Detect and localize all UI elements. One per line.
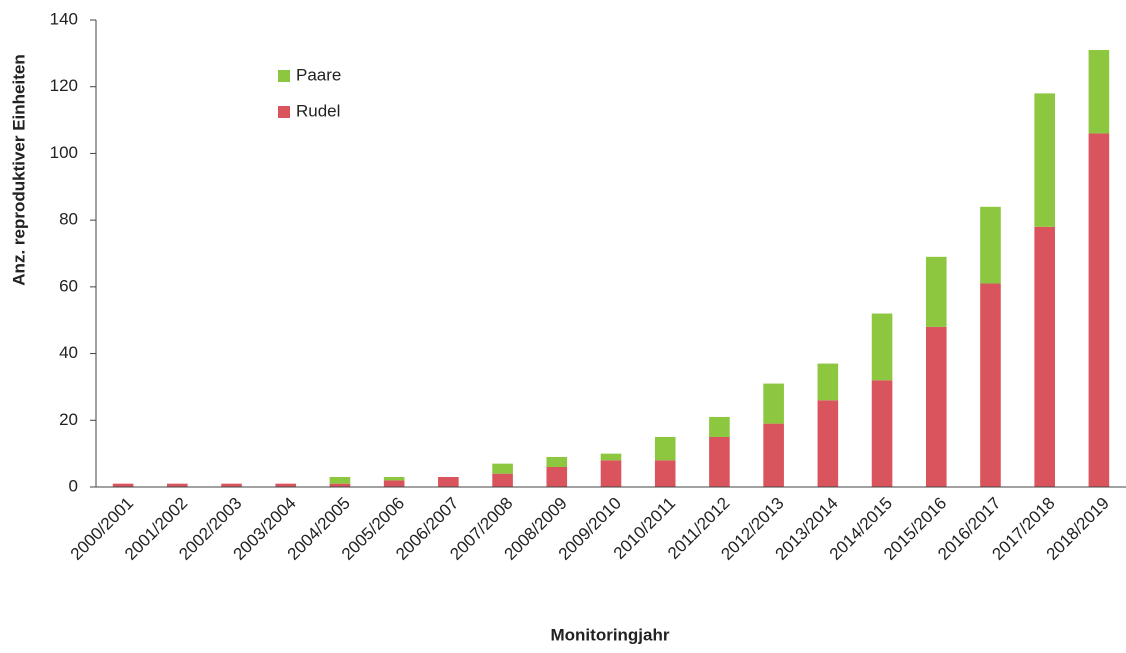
y-tick-label: 60 [59, 276, 78, 295]
bar-segment [329, 483, 351, 487]
bar-segment [871, 313, 893, 381]
bar-segment [167, 483, 188, 487]
bar-segment [1088, 133, 1110, 487]
bar-segment [600, 460, 622, 487]
bar-segment [1034, 93, 1055, 227]
bar-segment [383, 480, 405, 487]
bar-segment [709, 436, 730, 487]
legend-swatch [278, 70, 290, 82]
bar-segment [817, 363, 839, 401]
bar-segment [1034, 226, 1055, 488]
x-axis-label: Monitoringjahr [551, 625, 670, 644]
bar-segment [329, 476, 351, 484]
bar-segment [546, 456, 568, 467]
legend-swatch [278, 106, 290, 118]
bar-segment [221, 483, 242, 487]
y-tick-label: 80 [59, 210, 78, 229]
y-tick-label: 140 [50, 9, 78, 28]
bar-segment [817, 400, 839, 487]
bar-segment [925, 256, 947, 327]
bar-segment [275, 483, 297, 487]
legend-label: Rudel [296, 101, 340, 120]
y-tick-label: 100 [50, 143, 78, 162]
bar-segment [763, 383, 784, 424]
bar-segment [112, 483, 134, 487]
bar-segment [546, 466, 568, 487]
bar-segment [925, 326, 947, 487]
bar-segment [383, 476, 405, 481]
bar-segment [1088, 50, 1110, 134]
bar-segment [709, 416, 730, 437]
bar-segment [980, 206, 1001, 284]
y-tick-label: 40 [59, 343, 78, 362]
bar-segment [600, 453, 622, 461]
bar-segment [654, 460, 676, 487]
bar-segment [763, 423, 784, 487]
bar-segment [654, 436, 676, 461]
bar-segment [980, 283, 1001, 487]
y-axis-label: Anz. reproduktiver Einheiten [9, 54, 28, 285]
legend-label: Paare [296, 65, 341, 84]
bar-segment [492, 473, 513, 487]
y-tick-label: 0 [69, 476, 78, 495]
bar-segment [492, 463, 513, 474]
y-tick-label: 20 [59, 410, 78, 429]
y-tick-label: 120 [50, 76, 78, 95]
bar-segment [438, 476, 459, 487]
bar-segment [871, 380, 893, 487]
